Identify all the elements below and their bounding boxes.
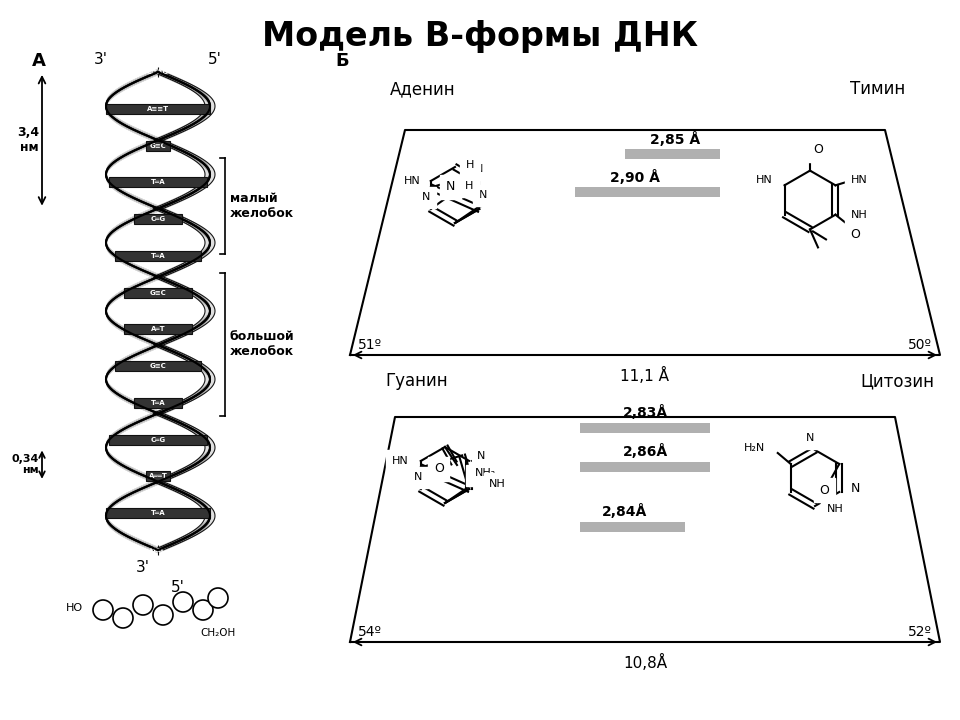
Text: 11,1 Å: 11,1 Å xyxy=(620,367,669,384)
Text: 2,84Å: 2,84Å xyxy=(602,504,648,519)
Text: T═A: T═A xyxy=(151,400,165,406)
Bar xyxy=(580,462,710,472)
Bar xyxy=(107,104,209,114)
Text: HN: HN xyxy=(756,175,773,185)
Text: H: H xyxy=(466,161,474,171)
Polygon shape xyxy=(155,210,215,276)
Text: 54º: 54º xyxy=(358,625,382,639)
Text: 52º: 52º xyxy=(908,625,932,639)
Text: Тимин: Тимин xyxy=(850,80,905,98)
Text: малый
желобок: малый желобок xyxy=(230,192,294,220)
Text: N: N xyxy=(852,482,860,495)
Text: T═A: T═A xyxy=(151,510,165,516)
Circle shape xyxy=(208,588,228,608)
Circle shape xyxy=(173,592,193,612)
Text: 0,34
нм: 0,34 нм xyxy=(12,454,39,475)
Text: HN: HN xyxy=(851,175,867,185)
Text: Модель В-формы ДНК: Модель В-формы ДНК xyxy=(262,20,698,53)
Text: большой
желобок: большой желобок xyxy=(230,330,295,359)
Text: 50º: 50º xyxy=(908,338,932,352)
Circle shape xyxy=(113,608,133,628)
Bar xyxy=(580,423,710,433)
Polygon shape xyxy=(153,482,215,550)
Text: T═A: T═A xyxy=(151,179,165,185)
Circle shape xyxy=(193,600,213,620)
Bar xyxy=(124,287,193,297)
Text: NH: NH xyxy=(851,210,867,220)
Text: N: N xyxy=(421,192,430,202)
Bar xyxy=(575,187,720,197)
Text: G≡C: G≡C xyxy=(150,143,166,148)
Text: Б: Б xyxy=(335,52,348,70)
Text: NH₂: NH₂ xyxy=(475,468,496,478)
Text: 3,4
нм: 3,4 нм xyxy=(17,126,39,154)
Text: N: N xyxy=(477,451,486,461)
Text: HO: HO xyxy=(66,603,83,613)
Text: NH: NH xyxy=(827,504,844,514)
Text: 3': 3' xyxy=(136,560,150,575)
Text: C═G: C═G xyxy=(151,437,165,443)
Polygon shape xyxy=(154,140,215,209)
Circle shape xyxy=(93,600,113,620)
Bar xyxy=(107,508,209,518)
Text: 51º: 51º xyxy=(358,338,382,352)
Text: А: А xyxy=(32,52,46,70)
Text: G≡C: G≡C xyxy=(150,289,166,296)
Text: T═A: T═A xyxy=(151,253,165,259)
Text: G≡C: G≡C xyxy=(150,547,166,553)
Polygon shape xyxy=(155,346,215,413)
Bar xyxy=(124,325,193,334)
Polygon shape xyxy=(154,413,215,482)
Text: N: N xyxy=(414,472,422,482)
Text: H₂N: H₂N xyxy=(743,443,765,453)
Polygon shape xyxy=(153,72,215,140)
Text: 2,90 Å: 2,90 Å xyxy=(610,170,660,185)
Text: O: O xyxy=(813,143,823,156)
Bar xyxy=(580,522,685,532)
Polygon shape xyxy=(154,277,215,345)
Circle shape xyxy=(153,605,173,625)
Circle shape xyxy=(133,595,153,615)
Text: C≡AG: C≡AG xyxy=(147,69,169,75)
Text: O: O xyxy=(819,484,829,497)
Text: 2,86Å: 2,86Å xyxy=(622,444,667,459)
Text: Аденин: Аденин xyxy=(390,80,456,98)
Text: N: N xyxy=(471,470,480,480)
Text: N: N xyxy=(475,164,484,174)
Bar xyxy=(133,214,182,224)
Text: 5': 5' xyxy=(208,52,222,67)
Text: N: N xyxy=(445,181,455,194)
Bar xyxy=(115,251,201,261)
Text: 10,8Å: 10,8Å xyxy=(623,654,667,671)
Text: NH: NH xyxy=(490,479,506,489)
Text: O: O xyxy=(851,228,860,241)
Text: 2,83Å: 2,83Å xyxy=(622,405,667,420)
Text: N: N xyxy=(479,190,487,200)
Text: 2,85 Å: 2,85 Å xyxy=(650,132,700,147)
Text: A══T: A══T xyxy=(149,474,167,480)
Text: 5': 5' xyxy=(171,580,185,595)
Text: H: H xyxy=(466,181,473,192)
Bar xyxy=(146,472,171,482)
Text: C═G: C═G xyxy=(151,216,165,222)
Text: 3': 3' xyxy=(94,52,108,67)
Bar xyxy=(133,398,182,408)
Text: A≡≡T: A≡≡T xyxy=(147,106,169,112)
Bar xyxy=(146,140,171,150)
Bar xyxy=(109,177,206,187)
Text: HN: HN xyxy=(404,176,420,186)
Text: HN: HN xyxy=(392,456,409,466)
Text: CH₂OH: CH₂OH xyxy=(201,628,235,638)
Text: Гуанин: Гуанин xyxy=(385,372,447,390)
Text: O: O xyxy=(434,462,444,475)
Text: A═T: A═T xyxy=(151,326,165,333)
Text: G≡C: G≡C xyxy=(150,363,166,369)
Bar xyxy=(115,361,201,371)
Bar xyxy=(625,149,720,159)
Text: Цитозин: Цитозин xyxy=(860,372,934,390)
Bar xyxy=(109,435,206,445)
Text: N: N xyxy=(805,433,814,443)
